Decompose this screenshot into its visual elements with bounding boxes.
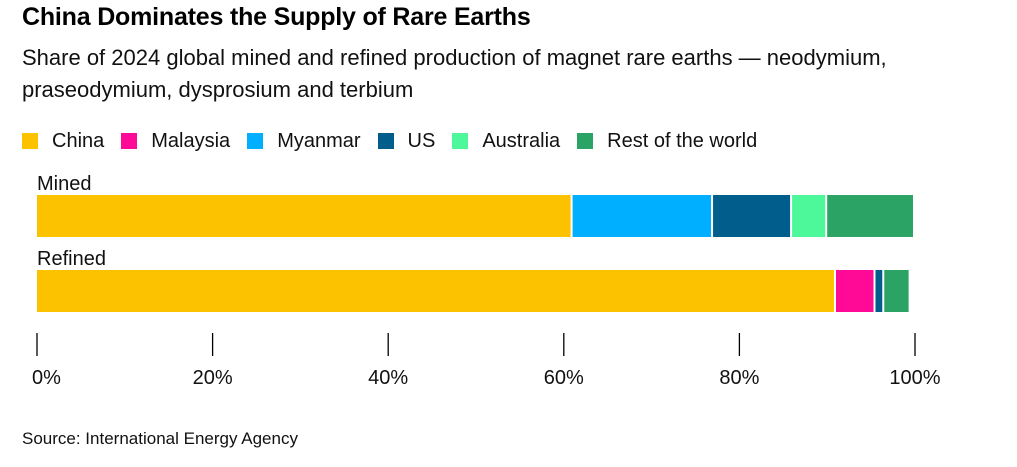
chart-title: China Dominates the Supply of Rare Earth… [22, 3, 531, 31]
bar-segment-mined-rest-of-the-world [827, 195, 913, 237]
source-note: Source: International Energy Agency [22, 429, 298, 448]
x-tick-label: 20% [193, 367, 233, 389]
chart-subtitle: Share of 2024 global mined and refined p… [22, 45, 887, 102]
legend-item-us: US [377, 129, 436, 153]
legend-item-rest-of-the-world: Rest of the world [577, 130, 757, 153]
x-tick-label: 100% [889, 367, 940, 389]
legend-item-malaysia: Malaysia [121, 130, 230, 153]
bar-segment-refined-malaysia [835, 270, 874, 312]
legend-swatch [377, 133, 394, 149]
legend-swatch [121, 133, 138, 149]
stacked-bar-chart: Mined Refined 0% 20% 40% 60% 80% 100% [32, 173, 941, 389]
legend-label: Malaysia [151, 129, 231, 152]
legend-swatch [452, 133, 469, 149]
x-tick-label: 80% [719, 367, 759, 389]
legend-item-australia: Australia [452, 130, 560, 153]
bar-segment-refined-us [875, 270, 883, 312]
legend-item-china: China [22, 130, 104, 153]
bar-segment-refined-china [37, 270, 834, 312]
legend-label: US [407, 129, 436, 152]
legend: China Malaysia Myanmar US Australia Rest of t… [22, 129, 774, 153]
bar-segment-mined-australia [792, 195, 826, 237]
legend-label: China [52, 129, 105, 152]
category-label-refined: Refined [37, 248, 106, 270]
legend-label: Myanmar [277, 129, 361, 152]
legend-label: Australia [482, 129, 561, 152]
x-tick-label: 0% [32, 367, 61, 389]
bar-segment-mined-china [37, 195, 571, 237]
x-tick-label: 60% [544, 367, 584, 389]
category-label-mined: Mined [37, 173, 91, 195]
bar-segment-mined-us [713, 195, 791, 237]
legend-item-myanmar: Myanmar [247, 129, 361, 153]
legend-swatch [577, 133, 594, 149]
bar-segment-refined-rest-of-the-world [884, 270, 909, 312]
legend-swatch [247, 133, 264, 149]
legend-label: Rest of the world [607, 129, 758, 152]
bar-segment-mined-myanmar [572, 195, 712, 237]
x-tick-label: 40% [368, 367, 408, 389]
legend-swatch [22, 133, 38, 149]
